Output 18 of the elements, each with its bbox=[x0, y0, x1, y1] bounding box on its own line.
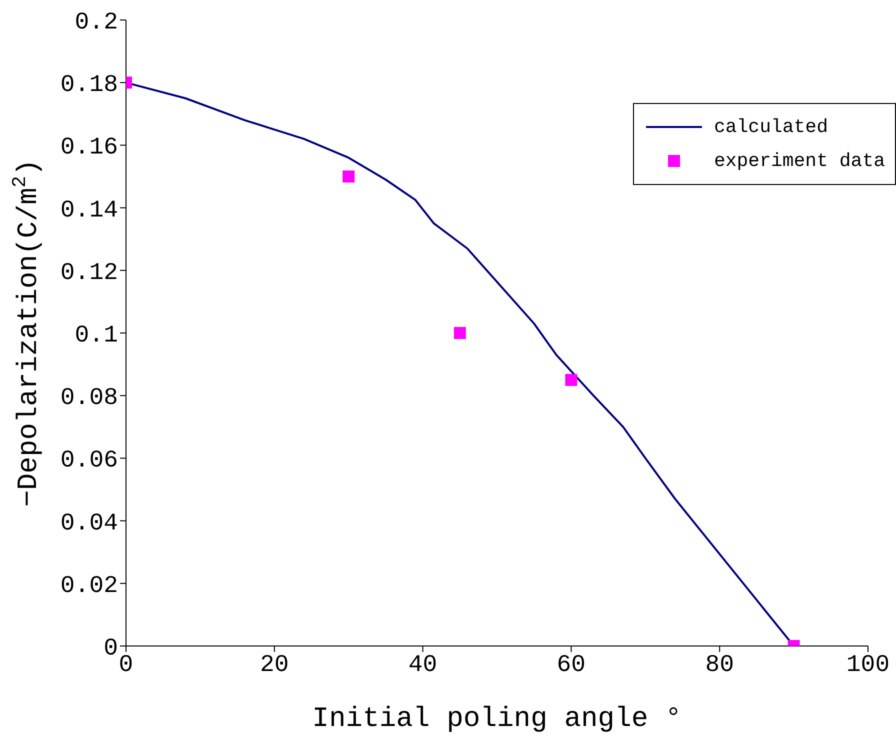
y-tick-label: 0.06 bbox=[60, 448, 118, 475]
x-tick-label: 20 bbox=[260, 652, 289, 680]
y-tick-label: 0.18 bbox=[60, 72, 118, 100]
legend-label: experiment data bbox=[714, 150, 885, 172]
legend-label: calculated bbox=[714, 116, 828, 138]
x-axis-title: Initial poling angle ° bbox=[312, 704, 682, 735]
y-tick-label: 0.14 bbox=[60, 197, 118, 224]
y-tick-label: 0.02 bbox=[60, 572, 118, 600]
y-tick-label: 0.1 bbox=[74, 322, 118, 350]
y-tick-label: 0.2 bbox=[74, 10, 118, 37]
x-tick-label: 100 bbox=[846, 652, 890, 680]
y-tick-label: 0.12 bbox=[60, 260, 118, 287]
x-tick-label: 40 bbox=[408, 652, 438, 680]
x-tick-label: 60 bbox=[556, 652, 586, 680]
x-tick-label: 80 bbox=[705, 652, 734, 680]
y-tick-label: 0.04 bbox=[60, 510, 118, 538]
y-tick-label: 0.16 bbox=[60, 134, 118, 162]
y-tick-label: 0.08 bbox=[60, 385, 118, 412]
